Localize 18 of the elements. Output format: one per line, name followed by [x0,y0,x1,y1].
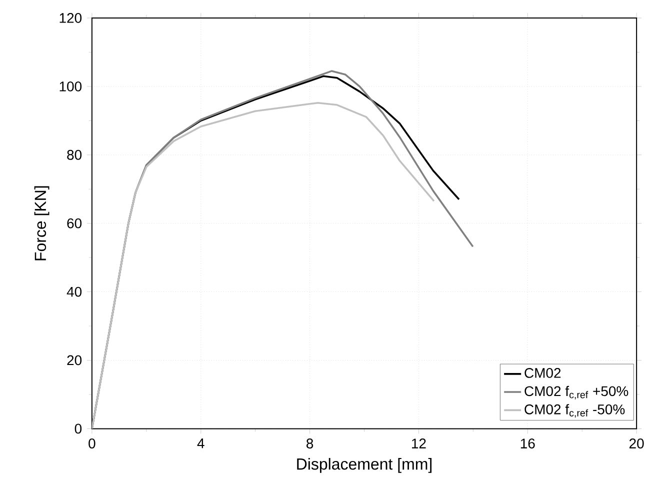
legend-label: CM02 f$_{c,ref}$ +50% [524,386,628,400]
legend-label: CM02 [524,368,561,378]
x-tick-label: 16 [520,438,535,449]
x-tick-label: 4 [197,438,204,448]
y-tick-label: 0 [74,424,82,434]
x-axis-title: Displacement [mm] [297,458,432,474]
legend-label: CM02 f$_{c,ref}$ -50% [524,404,625,418]
y-axis-title: Force [KN] [34,186,50,260]
x-tick-label: 8 [306,438,314,449]
x-tick-label: 0 [88,438,96,449]
y-tick-label: 80 [67,150,82,160]
y-tick-label: 100 [60,82,82,92]
y-tick-label: 120 [60,13,82,24]
y-tick-label: 20 [67,355,82,366]
x-tick-label: 20 [629,438,644,449]
y-tick-label: 40 [66,287,82,297]
x-tick-label: 12 [412,438,426,448]
y-tick-label: 60 [67,218,82,228]
